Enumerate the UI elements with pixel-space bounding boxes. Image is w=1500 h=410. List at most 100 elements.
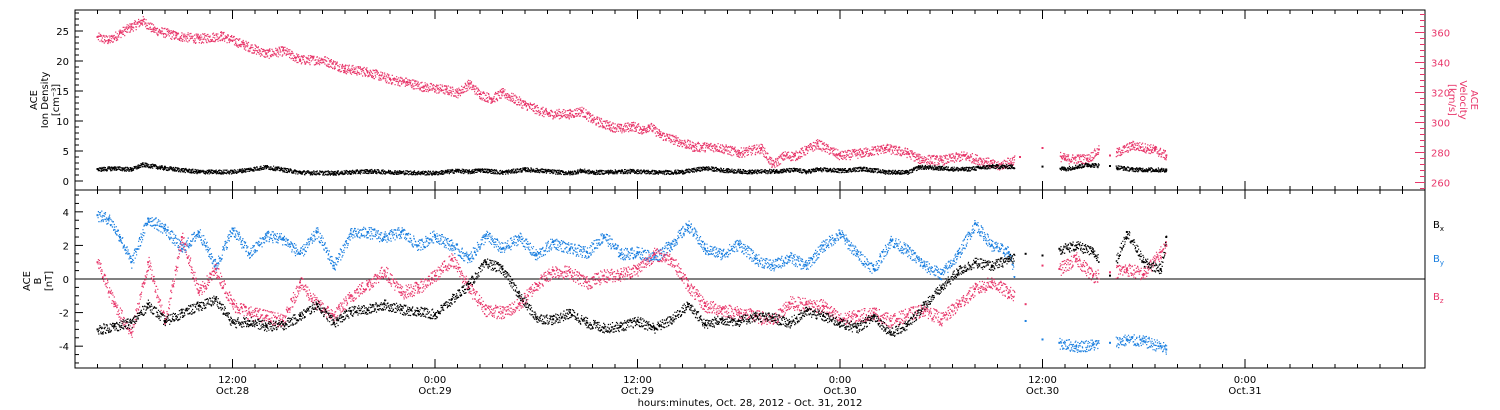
- density-label-line-2: Ion Density: [40, 72, 51, 129]
- velocity-point: [619, 127, 622, 130]
- velocity-tick-label: 320: [1431, 89, 1450, 100]
- bx-point: [855, 326, 858, 329]
- bx-point: [96, 328, 99, 331]
- bx-point: [906, 323, 909, 326]
- bx-point: [299, 314, 301, 317]
- bz-point: [923, 308, 926, 311]
- bz-point: [805, 303, 808, 306]
- density-point: [501, 171, 504, 173]
- by-point: [957, 252, 960, 255]
- by-point: [552, 241, 555, 244]
- bz-point: [990, 281, 993, 284]
- bz-point: [569, 271, 571, 274]
- density-label-line-3: [cm⁻³]: [51, 84, 62, 116]
- velocity-point: [445, 88, 448, 91]
- bz-point: [1109, 271, 1111, 274]
- legend-bz-sub: z: [1440, 297, 1444, 305]
- x-tick-date-label: Oct.30: [823, 386, 856, 397]
- bz-point: [248, 311, 251, 314]
- density-point: [265, 165, 268, 168]
- bz-point: [822, 304, 825, 307]
- bz-point: [619, 272, 622, 275]
- by-point: [670, 242, 673, 245]
- by-point: [653, 256, 656, 259]
- by-point: [602, 234, 605, 237]
- density-label-line-1: ACE: [29, 90, 40, 110]
- velocity-tick-label: 360: [1431, 29, 1450, 40]
- legend-bz-base: B: [1433, 292, 1440, 303]
- by-point: [1075, 345, 1078, 348]
- bz-scatter: [97, 232, 1168, 338]
- bx-point: [501, 267, 504, 270]
- by-point: [1109, 341, 1111, 344]
- bx-point: [754, 314, 757, 317]
- velocity-point: [630, 124, 633, 127]
- density-point: [1109, 165, 1111, 167]
- bx-point: [315, 303, 318, 306]
- bx-point: [366, 308, 369, 311]
- density-point: [1041, 165, 1044, 168]
- bz-point: [670, 257, 673, 260]
- bz-point: [417, 286, 420, 289]
- field-label-line-2: B: [33, 277, 44, 284]
- by-point: [636, 251, 639, 254]
- bx-point: [164, 319, 166, 322]
- velocity-point: [344, 67, 346, 70]
- by-point: [990, 244, 993, 247]
- by-point: [450, 244, 453, 247]
- x-tick-date-label: Oct.28: [216, 386, 249, 397]
- bx-point: [872, 314, 875, 317]
- bx-point: [180, 311, 183, 314]
- velocity-tick-label: 340: [1431, 59, 1450, 70]
- bx-point: [1058, 247, 1061, 250]
- bz-point: [265, 314, 268, 317]
- bx-series: [96, 230, 1168, 337]
- x-tick-time-label: 0:00: [1234, 375, 1256, 386]
- bx-point: [720, 318, 723, 321]
- x-tick-time-label: 0:00: [829, 375, 851, 386]
- by-point: [180, 247, 183, 250]
- bz-point: [653, 252, 656, 255]
- bz-point: [450, 257, 453, 260]
- bx-point: [990, 264, 993, 267]
- by-point: [805, 264, 808, 267]
- bx-point: [771, 316, 774, 319]
- velocity-point: [940, 159, 943, 161]
- bz-point: [299, 281, 301, 284]
- velocity-point: [242, 43, 245, 46]
- bx-point: [822, 314, 825, 317]
- by-point: [569, 247, 571, 250]
- legend-by: By: [1433, 254, 1444, 267]
- legend-bz: Bz: [1433, 292, 1444, 305]
- bx-point: [1109, 274, 1111, 277]
- density-axis-ticks: 0 5 10 15 20 25: [56, 12, 83, 188]
- magnetic-field-panel: -4 -2 0 2 4 ACE B [nT] Bx By Bz: [22, 189, 1444, 369]
- bx-point: [653, 326, 656, 329]
- by-point: [366, 230, 369, 233]
- bx-point: [265, 325, 268, 328]
- velocity-point: [659, 133, 661, 136]
- legend-by-base: B: [1433, 254, 1440, 265]
- by-point: [197, 230, 200, 233]
- by-point: [315, 230, 318, 233]
- bx-point: [383, 303, 386, 306]
- velocity-label-line-1: ACE: [1468, 90, 1479, 110]
- bx-point: [450, 298, 453, 301]
- bx-point: [1142, 261, 1145, 264]
- velocity-point: [96, 36, 99, 38]
- velocity-point: [794, 154, 796, 157]
- bx-point: [788, 321, 791, 324]
- field-tick-label: 2: [63, 241, 69, 252]
- density-scatter: [97, 162, 1168, 176]
- density-series: [96, 162, 1168, 176]
- density-tick-label: 20: [56, 57, 69, 68]
- bz-point: [332, 314, 335, 317]
- velocity-point: [1041, 147, 1044, 149]
- x-tick-time-label: 12:00: [1028, 375, 1057, 386]
- velocity-tick-label: 280: [1431, 149, 1450, 160]
- bz-point: [1041, 264, 1044, 267]
- x-tick-date-label: Oct.29: [621, 386, 654, 397]
- velocity-axis-label: ACE Velocity [km/s]: [1446, 80, 1479, 119]
- bx-scatter: [97, 231, 1168, 337]
